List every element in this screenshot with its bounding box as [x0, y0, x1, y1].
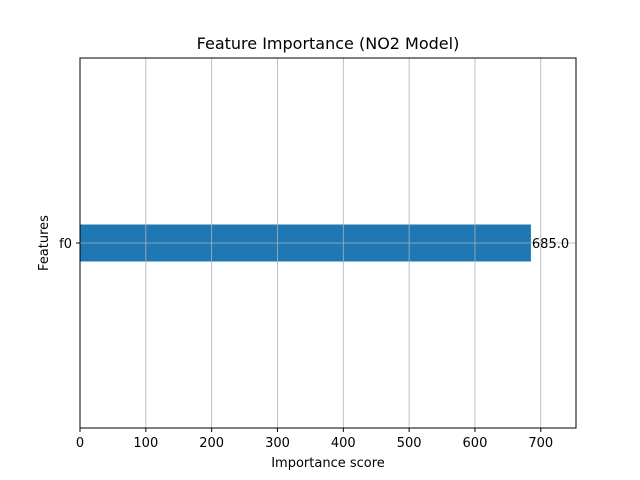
x-tick-label: 200: [199, 436, 224, 451]
value-label-f0: 685.0: [532, 237, 569, 252]
x-tick-label: 600: [463, 436, 488, 451]
value-labels: 685.0: [532, 237, 569, 252]
x-axis-ticks: 0 100 200 300 400 500 600 700: [76, 428, 553, 451]
x-tick-label: 400: [331, 436, 356, 451]
y-axis-ticks: f0: [59, 237, 80, 252]
x-tick-label: 0: [76, 436, 84, 451]
x-tick-label: 100: [133, 436, 158, 451]
y-tick-label: f0: [59, 237, 72, 252]
x-tick-label: 300: [265, 436, 290, 451]
grid-lines: [79, 58, 576, 428]
x-tick-label: 700: [528, 436, 553, 451]
x-axis-label: Importance score: [271, 456, 385, 471]
chart-title: Feature Importance (NO2 Model): [197, 34, 460, 53]
x-tick-label: 500: [397, 436, 422, 451]
y-axis-label: Features: [37, 215, 52, 271]
